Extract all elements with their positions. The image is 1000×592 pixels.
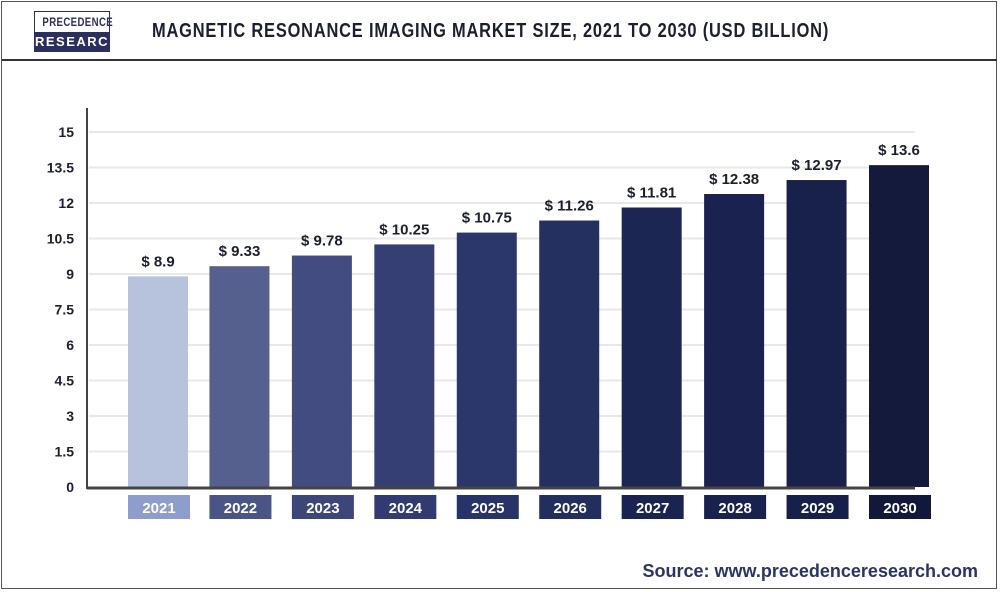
y-tick-label: 4.5 xyxy=(55,373,75,389)
y-tick-label: 1.5 xyxy=(55,444,75,460)
bar xyxy=(291,255,352,487)
x-tick-label: 2027 xyxy=(636,500,669,517)
x-tick-label: 2026 xyxy=(554,500,587,517)
y-tick-label: 6 xyxy=(66,337,74,353)
data-label: $ 9.33 xyxy=(219,243,261,260)
x-tick-label: 2024 xyxy=(389,500,423,517)
source-text: Source: www.precedenceresearch.com xyxy=(642,561,978,581)
logo-line2: RESEARCH xyxy=(35,32,120,51)
x-tick-label: 2023 xyxy=(306,500,339,517)
x-tick-label: 2022 xyxy=(224,500,257,517)
x-label-box xyxy=(374,495,437,519)
bar xyxy=(128,276,188,487)
x-label-box xyxy=(786,495,849,519)
x-label-box xyxy=(291,495,354,519)
data-label: $ 13.6 xyxy=(878,142,920,159)
y-tick-label: 10.5 xyxy=(47,231,74,247)
data-label: $ 8.9 xyxy=(141,253,174,270)
x-label-box xyxy=(704,495,767,519)
bar xyxy=(621,207,682,487)
x-tick-label: 2028 xyxy=(718,500,751,517)
bar xyxy=(539,220,600,487)
data-label: $ 10.75 xyxy=(462,210,512,227)
y-tick-label: 12 xyxy=(58,195,74,211)
data-label: $ 12.38 xyxy=(709,171,759,188)
x-tick-label: 2025 xyxy=(471,500,504,517)
y-tick-label: 0 xyxy=(66,479,74,495)
data-label: $ 12.97 xyxy=(792,157,842,174)
y-tick-label: 7.5 xyxy=(55,302,75,318)
data-label: $ 9.78 xyxy=(301,233,343,250)
bar xyxy=(209,266,270,487)
x-label-box xyxy=(209,495,272,519)
data-label: $ 10.25 xyxy=(379,221,429,238)
bar xyxy=(869,165,929,487)
data-label: $ 11.81 xyxy=(627,184,676,201)
logo: PRECEDENCE RESEARCH xyxy=(34,11,120,52)
y-tick-label: 9 xyxy=(66,266,74,282)
logo-line1: PRECEDENCE xyxy=(42,15,114,29)
x-tick-label: 2021 xyxy=(142,500,175,517)
x-tick-label: 2030 xyxy=(883,500,916,517)
y-tick-label: 15 xyxy=(58,124,74,140)
y-tick-label: 13.5 xyxy=(47,160,74,176)
x-tick-label: 2029 xyxy=(801,500,834,517)
header: PRECEDENCE RESEARCH MAGNETIC RESONANCE I… xyxy=(2,2,997,61)
x-label-box xyxy=(456,495,519,519)
chart-title: MAGNETIC RESONANCE IMAGING MARKET SIZE, … xyxy=(152,20,830,42)
x-label-box xyxy=(621,495,684,519)
x-label-box xyxy=(869,495,931,519)
x-label-box xyxy=(539,495,602,519)
bar xyxy=(704,194,765,488)
x-label-box xyxy=(128,495,190,519)
data-label: $ 11.26 xyxy=(545,198,594,215)
bar xyxy=(374,244,435,487)
bar xyxy=(786,180,847,487)
bar xyxy=(456,232,517,487)
y-tick-label: 3 xyxy=(66,408,74,424)
